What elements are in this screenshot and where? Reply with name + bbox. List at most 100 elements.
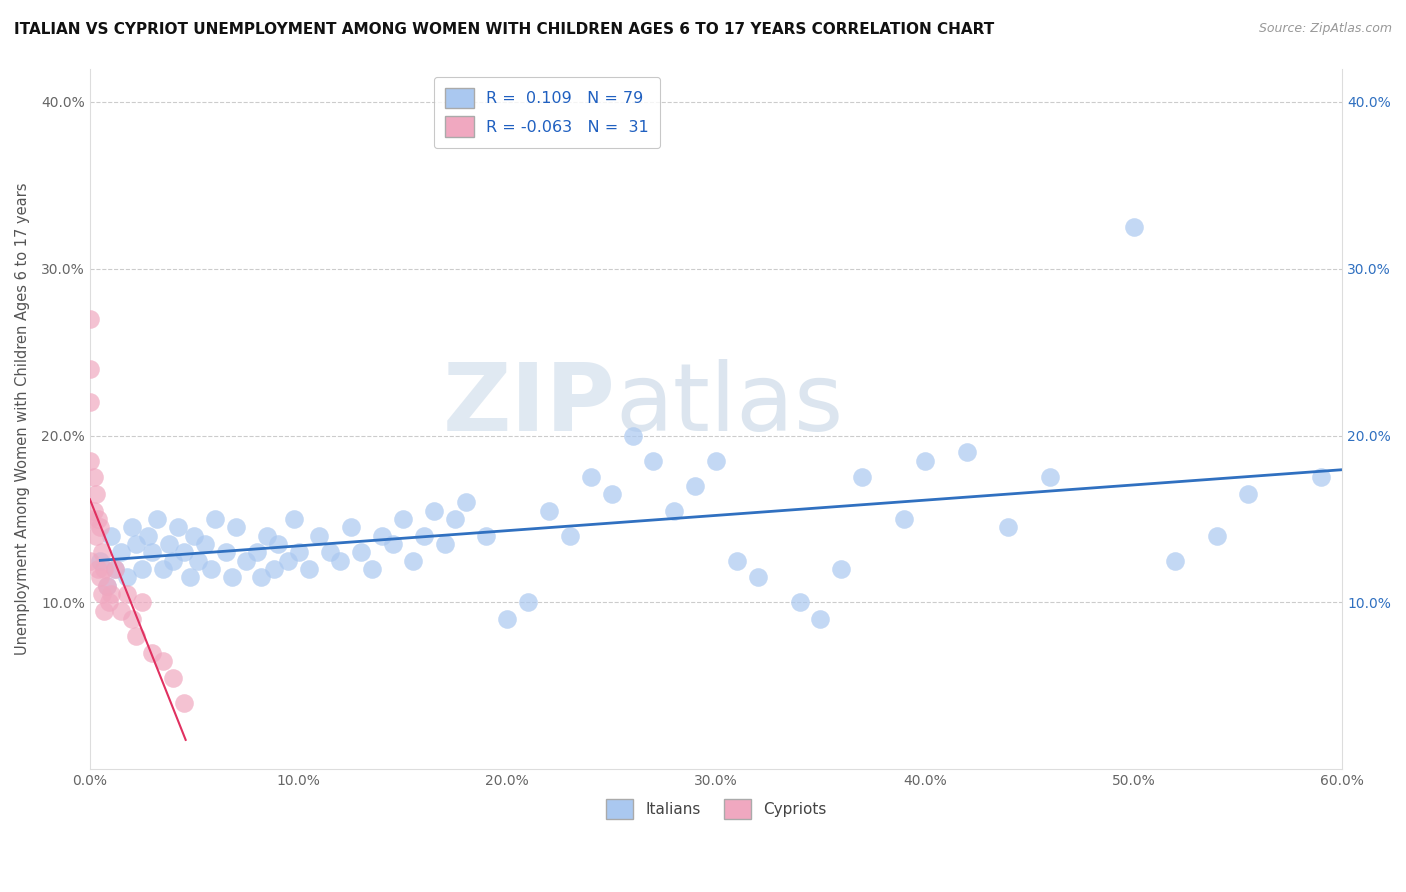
Text: atlas: atlas xyxy=(616,359,844,450)
Point xyxy=(79,453,101,467)
Point xyxy=(141,646,163,660)
Point xyxy=(277,554,299,568)
Point xyxy=(110,604,132,618)
Point xyxy=(225,520,247,534)
Point xyxy=(298,562,321,576)
Point xyxy=(402,554,425,568)
Point xyxy=(194,537,217,551)
Point xyxy=(83,470,105,484)
Point xyxy=(125,537,148,551)
Point xyxy=(83,504,105,518)
Point xyxy=(152,654,174,668)
Point xyxy=(454,495,477,509)
Point xyxy=(433,537,456,551)
Point xyxy=(89,554,111,568)
Point xyxy=(1039,470,1062,484)
Point xyxy=(621,428,644,442)
Point xyxy=(381,537,404,551)
Point xyxy=(214,545,236,559)
Point xyxy=(1206,529,1229,543)
Point xyxy=(955,445,977,459)
Point xyxy=(91,545,114,559)
Point xyxy=(496,612,519,626)
Point xyxy=(997,520,1019,534)
Point xyxy=(287,545,309,559)
Text: ZIP: ZIP xyxy=(443,359,616,450)
Point xyxy=(121,520,143,534)
Point xyxy=(725,554,748,568)
Point xyxy=(166,520,188,534)
Point xyxy=(84,487,107,501)
Point xyxy=(79,554,101,568)
Point xyxy=(96,579,118,593)
Point xyxy=(173,545,195,559)
Point xyxy=(538,504,561,518)
Point xyxy=(104,562,127,576)
Point xyxy=(371,529,394,543)
Point xyxy=(444,512,467,526)
Point xyxy=(91,587,114,601)
Point xyxy=(308,529,330,543)
Point xyxy=(117,587,139,601)
Point xyxy=(851,470,873,484)
Point xyxy=(121,612,143,626)
Point xyxy=(200,562,222,576)
Point xyxy=(183,529,205,543)
Point xyxy=(683,478,706,492)
Point xyxy=(1164,554,1187,568)
Point xyxy=(789,595,811,609)
Point xyxy=(79,362,101,376)
Point xyxy=(93,604,115,618)
Point xyxy=(100,529,122,543)
Point xyxy=(100,587,122,601)
Point xyxy=(517,595,540,609)
Point xyxy=(117,570,139,584)
Point xyxy=(830,562,852,576)
Point xyxy=(1310,470,1333,484)
Point xyxy=(173,696,195,710)
Point xyxy=(136,529,159,543)
Point xyxy=(283,512,305,526)
Y-axis label: Unemployment Among Women with Children Ages 6 to 17 years: Unemployment Among Women with Children A… xyxy=(15,183,30,655)
Point xyxy=(664,504,686,518)
Point xyxy=(250,570,273,584)
Point xyxy=(412,529,434,543)
Point xyxy=(104,562,127,576)
Point xyxy=(392,512,415,526)
Point xyxy=(1237,487,1260,501)
Point xyxy=(221,570,243,584)
Text: ITALIAN VS CYPRIOT UNEMPLOYMENT AMONG WOMEN WITH CHILDREN AGES 6 TO 17 YEARS COR: ITALIAN VS CYPRIOT UNEMPLOYMENT AMONG WO… xyxy=(14,22,994,37)
Point xyxy=(579,470,602,484)
Point xyxy=(704,453,727,467)
Point xyxy=(423,504,446,518)
Point xyxy=(810,612,832,626)
Point xyxy=(96,579,118,593)
Point xyxy=(141,545,163,559)
Point xyxy=(558,529,581,543)
Point xyxy=(145,512,167,526)
Point xyxy=(263,562,285,576)
Point xyxy=(914,453,936,467)
Point xyxy=(93,562,115,576)
Point xyxy=(79,395,101,409)
Point xyxy=(152,562,174,576)
Point xyxy=(600,487,623,501)
Point xyxy=(350,545,373,559)
Point xyxy=(267,537,290,551)
Point xyxy=(87,562,110,576)
Point xyxy=(89,570,111,584)
Point xyxy=(643,453,665,467)
Point xyxy=(87,512,110,526)
Point xyxy=(97,595,120,609)
Point xyxy=(179,570,201,584)
Point xyxy=(329,554,352,568)
Point xyxy=(339,520,361,534)
Point xyxy=(84,529,107,543)
Point xyxy=(79,512,101,526)
Point xyxy=(204,512,226,526)
Point xyxy=(319,545,342,559)
Point xyxy=(246,545,269,559)
Point xyxy=(747,570,769,584)
Point xyxy=(125,629,148,643)
Legend: Italians, Cypriots: Italians, Cypriots xyxy=(599,793,832,825)
